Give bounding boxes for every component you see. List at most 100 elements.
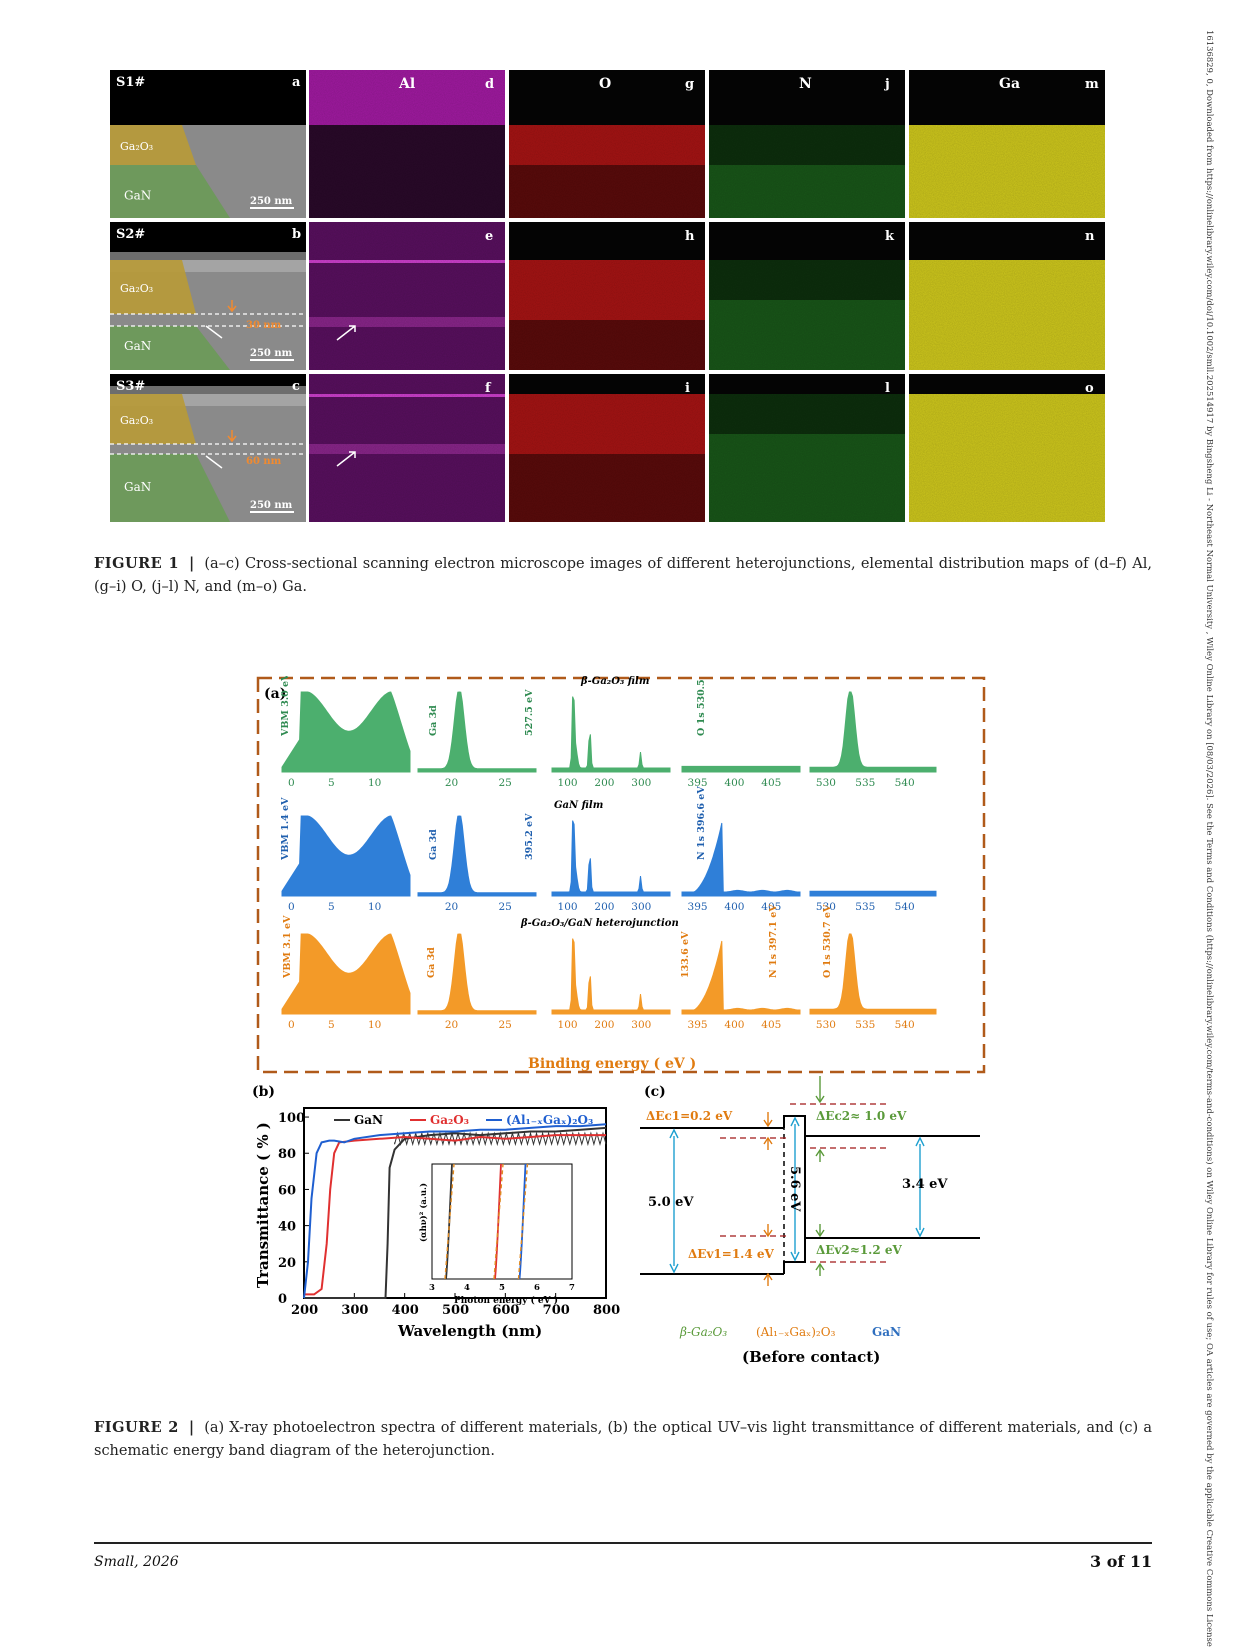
x-tick-label: 600 <box>492 1303 519 1318</box>
panel-letter: o <box>1085 381 1094 396</box>
peak-annotation: 395.2 eV <box>524 813 535 860</box>
tick-label: 535 <box>855 901 875 913</box>
legend-label: GaN <box>354 1113 383 1127</box>
xps-spectrum <box>417 815 537 897</box>
peak-annotation: Ga 3d <box>428 829 439 860</box>
x-axis-title: Wavelength (nm) <box>397 1322 542 1340</box>
x-axis-title: Binding energy ( eV ) <box>528 1056 696 1072</box>
figure-2-caption-text: (a) X-ray photoelectron spectra of diffe… <box>94 1420 1152 1459</box>
sem-vacuum <box>110 70 306 125</box>
y-tick-label: 60 <box>278 1183 296 1198</box>
panel-letter: d <box>485 77 494 92</box>
series-line <box>303 1123 607 1299</box>
x-tick-label: 500 <box>442 1303 469 1318</box>
tick-label: 395 <box>688 777 708 789</box>
map-noise <box>309 70 505 218</box>
dashed-frame <box>256 676 986 1074</box>
panel-letter: e <box>485 229 493 244</box>
panel-letter: l <box>885 381 890 396</box>
inset-tick-label: 3 <box>429 1283 435 1293</box>
tick-label: 100 <box>558 1019 578 1031</box>
inset-fit-line <box>517 1163 529 1280</box>
legend-label: (Al₁₋ₓGaₓ)₂O₃ <box>506 1113 593 1127</box>
y-tick-label: 40 <box>278 1220 296 1235</box>
peak-annotation: 527.5 eV <box>524 689 535 736</box>
inset-tick-label: 5 <box>499 1283 505 1293</box>
map-noise <box>709 222 905 370</box>
tick-label: 5 <box>328 777 335 789</box>
map-noise <box>509 70 705 218</box>
sample-label: S3# <box>116 379 145 394</box>
offset-arrowhead <box>815 1229 825 1238</box>
algao-gap-arrow-heads <box>790 1116 800 1262</box>
diagram-subtitle: (Before contact) <box>742 1348 880 1366</box>
sample-label: S2# <box>116 227 145 242</box>
panel-label: (c) <box>644 1084 666 1100</box>
peak-annotation: VBM 3.1 eV <box>282 915 293 979</box>
tick-label: 395 <box>688 1019 708 1031</box>
inset-frame <box>431 1163 573 1280</box>
xps-spectrum <box>809 890 937 897</box>
interlayer-arrow <box>336 325 356 341</box>
inset-fit-line <box>493 1163 504 1280</box>
map-noise <box>909 222 1105 370</box>
transmittance-chart: (b) 200 300 400 500 600 700 800 0 20 40 60 80 100 Wave… <box>252 1084 620 1340</box>
map-noise <box>309 222 505 370</box>
ga2o3-gap-arrow-heads <box>669 1128 679 1274</box>
footer-rule <box>94 1542 1152 1544</box>
panel-letter: h <box>685 229 695 244</box>
material-1-label: β-Ga₂O₃ <box>679 1325 727 1339</box>
tick-label: 100 <box>558 901 578 913</box>
interlayer-arrow <box>205 455 223 469</box>
layer-label-gan: GaN <box>124 339 151 353</box>
y-axis-title: Transmittance ( % ) <box>254 1122 272 1288</box>
peak-annotation: Ga 3d <box>426 947 437 978</box>
caption-separator: | <box>188 1419 195 1436</box>
tick-label: 20 <box>445 1019 458 1031</box>
tick-label: 405 <box>761 777 781 789</box>
tick-label: 400 <box>724 901 744 913</box>
ga2o3-overlay <box>110 260 196 314</box>
xps-spectrum <box>809 691 937 773</box>
xps-spectrum <box>681 822 801 897</box>
peak-annotation: VBM 3.0 eV <box>280 676 291 737</box>
x-tick-label: 200 <box>291 1303 318 1318</box>
xps-spectrum <box>281 815 411 897</box>
tick-label: 300 <box>631 1019 651 1031</box>
map-noise <box>909 70 1105 218</box>
interlayer-arrow <box>336 451 356 467</box>
y-tick-label: 20 <box>278 1256 296 1271</box>
ga2o3-overlay <box>110 394 196 444</box>
map-noise <box>709 374 905 522</box>
panel-letter: k <box>885 229 895 244</box>
thickness-arrow-down <box>227 300 237 313</box>
tick-label: 25 <box>498 777 511 789</box>
peak-annotation: Ga 3d <box>428 705 439 736</box>
tick-label: 540 <box>895 1019 915 1031</box>
series-line <box>304 1134 606 1296</box>
panel-letter: m <box>1085 77 1099 92</box>
x-tick-label: 300 <box>341 1303 368 1318</box>
inset-x-title: Photon energy ( eV ) <box>454 1295 558 1306</box>
tick-label: 200 <box>594 901 614 913</box>
inset-tick-label: 4 <box>464 1283 470 1293</box>
dev2-label: ΔEv2≈1.2 eV <box>816 1243 903 1257</box>
page-number: 3 of 11 <box>1090 1552 1153 1571</box>
map-noise <box>709 70 905 218</box>
panel-letter: n <box>1085 229 1095 244</box>
xps-spectrum <box>551 820 671 897</box>
xps-spectrum <box>551 938 671 1015</box>
xps-spectrum <box>281 691 411 773</box>
panel-letter: c <box>292 379 300 394</box>
tick-label: 25 <box>498 1019 511 1031</box>
map-noise <box>909 374 1105 522</box>
layer-label-ga2o3: Ga₂O₃ <box>120 414 153 427</box>
xps-spectra: (a)0 5 10 20 25 100 200 300 395 400 405 530 535 540β-… <box>256 662 986 1074</box>
tick-label: 395 <box>688 901 708 913</box>
tick-label: 535 <box>855 777 875 789</box>
xps-spectrum <box>417 933 537 1015</box>
y-tick-label: 100 <box>278 1111 305 1126</box>
layer-label-gan: GaN <box>124 189 151 203</box>
tick-label: 20 <box>445 901 458 913</box>
